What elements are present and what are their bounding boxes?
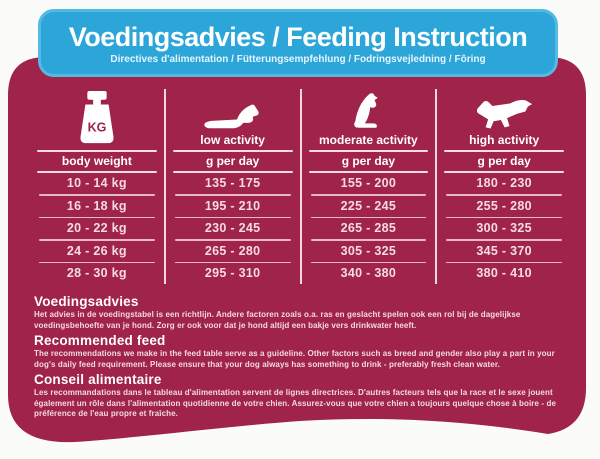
table-cell: 20 - 22 kg [66,221,127,236]
column-moderate-activity: moderate activity g per day 155 - 200 22… [299,89,436,285]
kg-weight-icon: KG [80,91,114,144]
divider [172,171,293,173]
table-cell: 10 - 14 kg [66,176,127,190]
divider [444,171,564,173]
table-cell: 265 - 280 [204,243,261,258]
row-divider [446,194,562,196]
table-cell: 180 - 230 [476,176,532,190]
table-cell: 305 - 325 [340,243,397,258]
table-cell: 345 - 370 [476,243,532,258]
table-cell: 135 - 175 [204,176,261,190]
table-cell: 28 - 30 kg [66,266,127,281]
table-cell: 230 - 245 [204,221,261,236]
body-weight-icon-zone: KG [30,89,164,150]
row-divider [174,261,291,264]
divider [308,150,429,152]
row-divider [310,261,427,264]
table-cell: 16 - 18 kg [66,198,127,213]
dog-sitting-icon [354,93,379,128]
table-cell: 340 - 380 [340,266,397,281]
row-divider [39,216,155,219]
table-cell: 295 - 310 [204,266,261,281]
moderate-activity-label: moderate activity [319,133,418,147]
note-body-dutch: Het advies in de voedingstabel is een ri… [34,310,521,330]
row-divider [446,261,562,264]
divider [37,171,157,173]
header-banner: Voedingsadvies / Feeding Instruction Dir… [38,9,558,77]
high-activity-icon-zone: high activity [437,89,571,150]
row-divider [174,194,291,196]
moderate-activity-icon-zone: moderate activity [302,89,436,150]
row-divider [39,261,155,264]
dog-lying-icon [203,104,259,129]
moderate-activity-unit: g per day [341,154,396,168]
divider [172,150,293,152]
high-activity-label: high activity [469,133,540,147]
note-body-french: Les recommandations dans le tableau d'al… [34,388,557,418]
row-divider [310,216,427,219]
row-divider [39,194,155,196]
table-cell: 225 - 245 [340,198,397,213]
low-activity-unit: g per day [205,154,260,168]
note-heading-english: Recommended feed [34,333,166,348]
table-cell: 24 - 26 kg [66,243,127,258]
row-divider [39,239,155,241]
footnotes: Voedingsadvies Het advies in de voedings… [34,292,572,422]
feeding-table: KG body weight 10 - 14 kg 16 - 18 kg 20 … [30,89,571,285]
table-cell: 255 - 280 [476,198,532,213]
table-cell: 380 - 410 [476,266,532,281]
table-cell: 300 - 325 [476,221,532,236]
low-activity-icon-zone: low activity [166,89,300,150]
table-cell: 265 - 285 [340,221,397,236]
column-high-activity: high activity g per day 180 - 230 255 - … [435,89,571,285]
body-weight-header: body weight [61,154,132,168]
table-cell: 155 - 200 [340,176,397,190]
row-divider [446,216,562,219]
row-divider [174,216,291,219]
high-activity-unit: g per day [477,154,531,168]
note-heading-dutch: Voedingsadvies [34,294,139,309]
page-subtitle: Directives d'alimentation / Fütterungsem… [110,53,486,65]
note-heading-french: Conseil alimentaire [34,372,162,387]
page-title: Voedingsadvies / Feeding Instruction [68,21,528,52]
row-divider [446,239,562,241]
divider [308,171,429,173]
divider [37,150,157,152]
column-body-weight: KG body weight 10 - 14 kg 16 - 18 kg 20 … [30,89,164,284]
row-divider [310,239,427,241]
low-activity-label: low activity [200,133,265,147]
row-divider [174,239,291,241]
kg-icon-label: KG [87,121,106,135]
table-cell: 195 - 210 [204,198,261,213]
column-low-activity: low activity g per day 135 - 175 195 - 2… [163,89,300,285]
row-divider [310,194,427,196]
dog-running-icon [477,99,533,129]
divider [444,150,564,152]
note-body-english: The recommendations we make in the feed … [34,349,555,369]
